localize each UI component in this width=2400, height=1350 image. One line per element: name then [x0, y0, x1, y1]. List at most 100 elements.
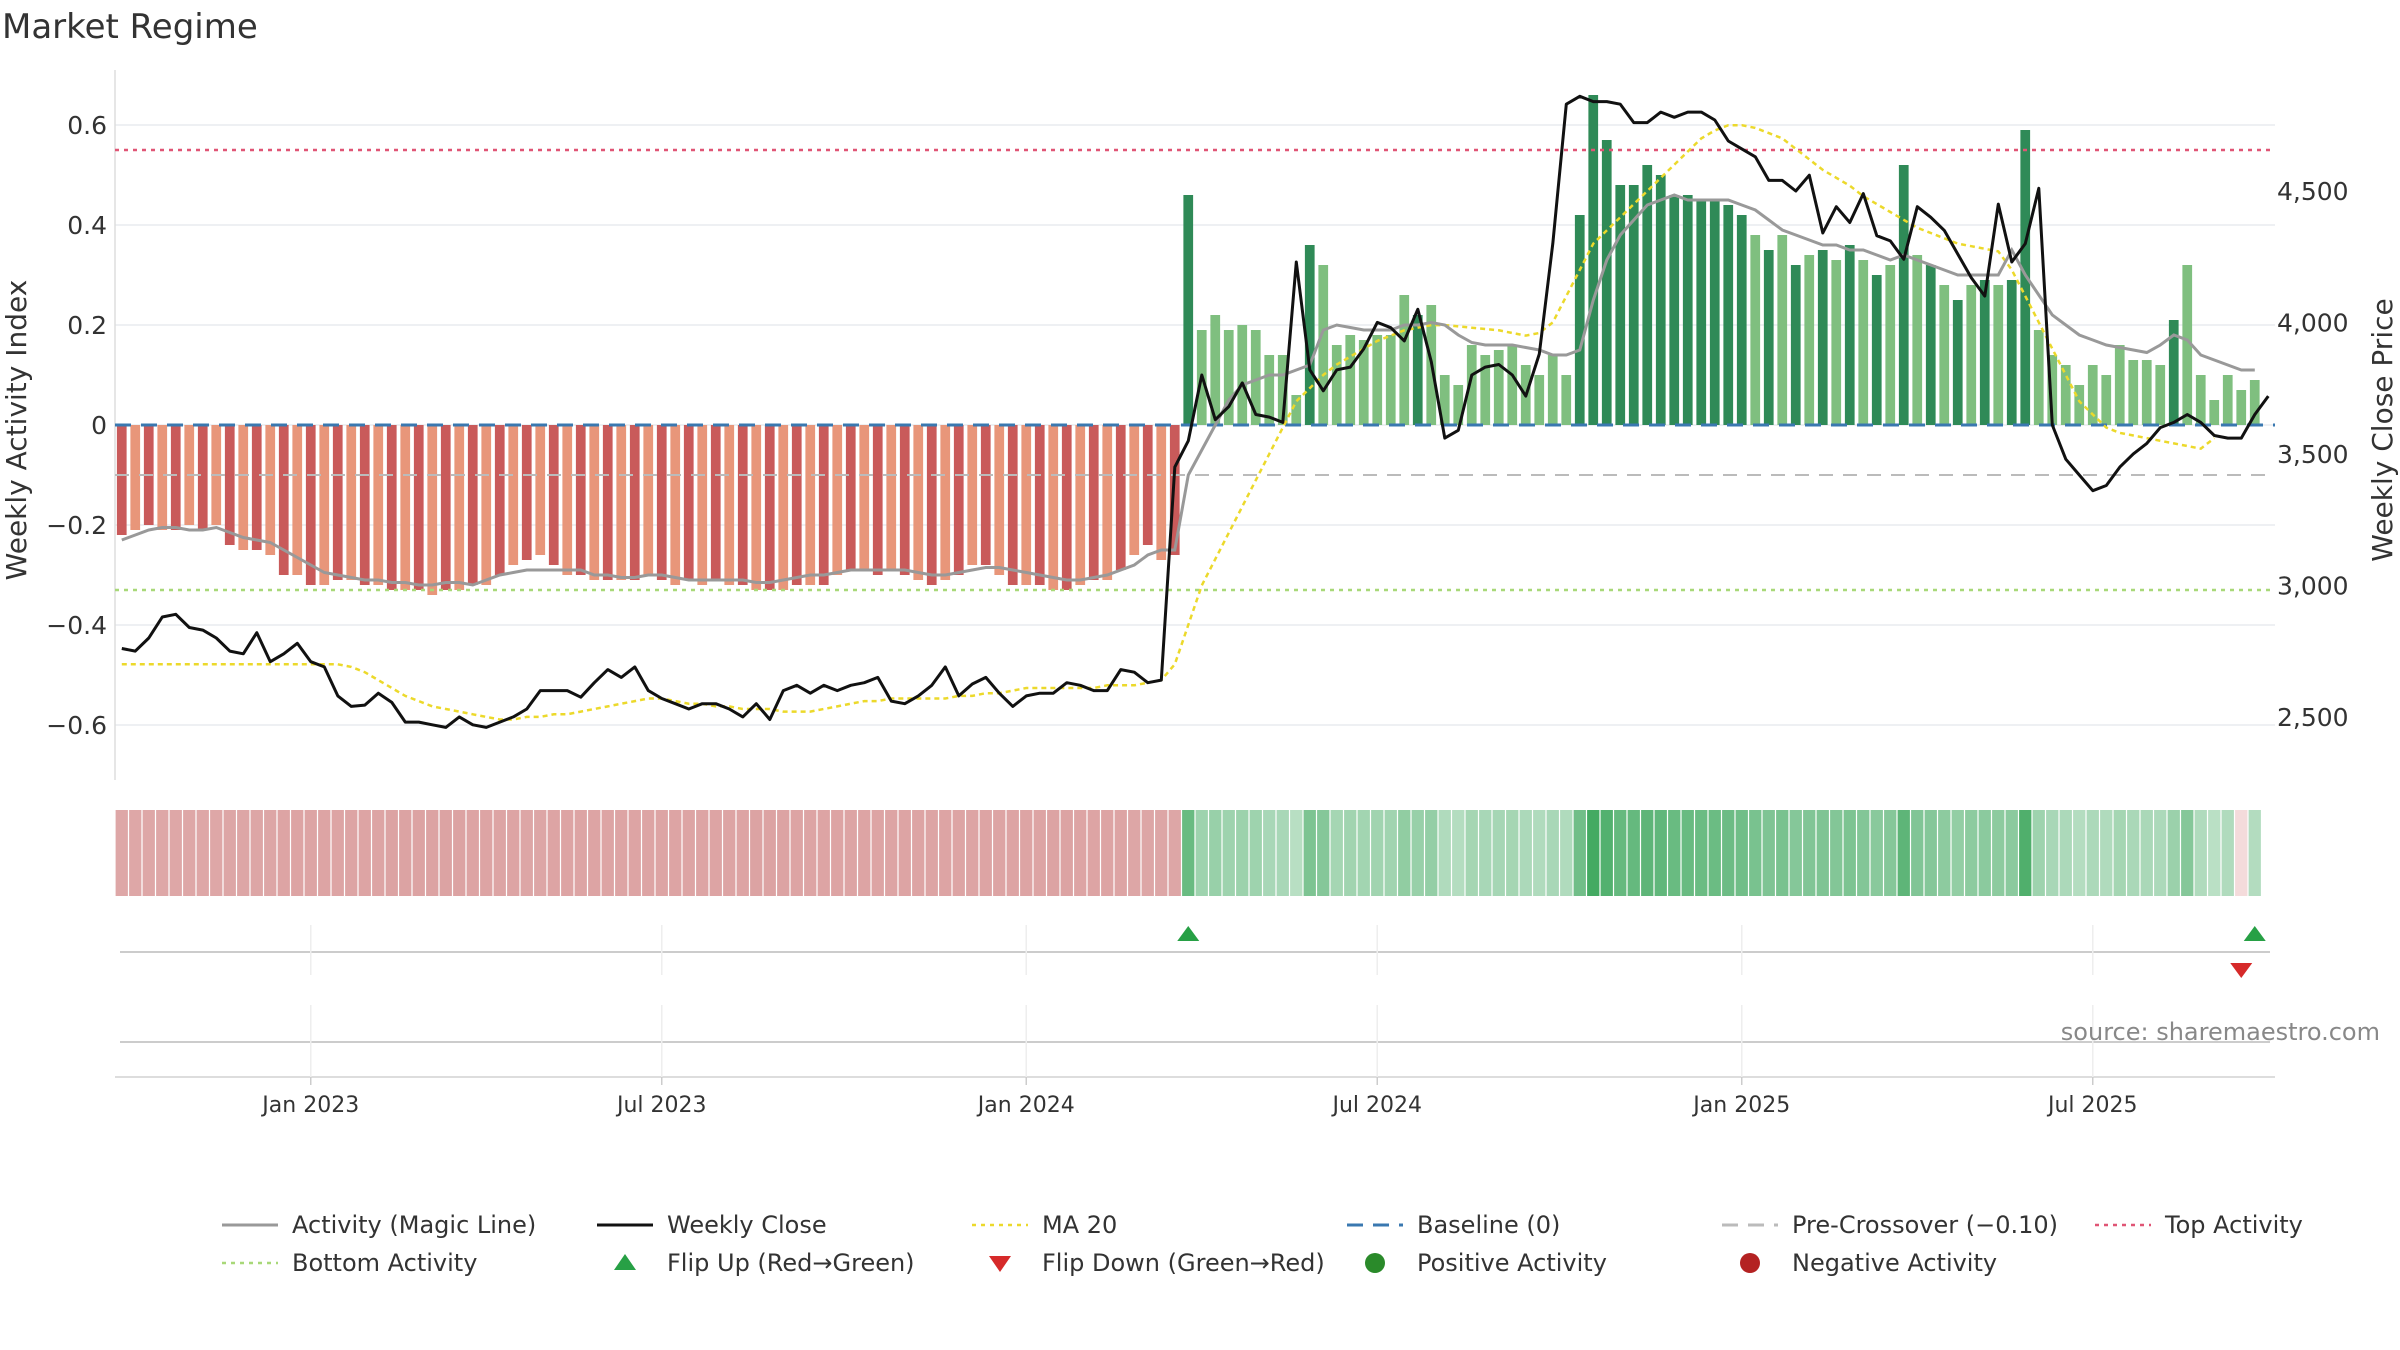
activity-bar [1871, 275, 1882, 425]
legend-item: Bottom Activity [222, 1249, 477, 1277]
regime-cell [1722, 810, 1735, 896]
activity-bar [2006, 280, 2017, 425]
main-axes: 0.6 0.4 0.2 0 −0.2 −0.4 −0.6 4,500 4,000 3,500 3,0… [46, 70, 2349, 780]
activity-bar [2249, 380, 2260, 425]
regime-cell [1951, 810, 1964, 896]
regime-cell [1978, 810, 1991, 896]
regime-cell [1816, 810, 1829, 896]
x-tick-label: Jul 2023 [615, 1093, 707, 1118]
activity-bar [1034, 425, 1045, 585]
legend-label: MA 20 [1042, 1211, 1117, 1239]
regime-cell [1222, 810, 1235, 896]
activity-bar [2168, 320, 2179, 425]
activity-bar [265, 425, 276, 555]
y2-tick-label: 3,500 [2277, 440, 2349, 469]
activity-bar [521, 425, 532, 560]
activity-bar [1750, 235, 1761, 425]
regime-cell [669, 810, 682, 896]
activity-bar [481, 425, 492, 585]
y-tick-label: 0.2 [67, 311, 107, 340]
activity-bar [224, 425, 235, 545]
activity-bar [2182, 265, 2193, 425]
activity-bar [818, 425, 829, 585]
activity-bar [1912, 255, 1923, 425]
regime-cell [156, 810, 169, 896]
legend-swatch [1740, 1253, 1760, 1273]
regime-cell [1533, 810, 1546, 896]
regime-cell [939, 810, 952, 896]
regime-cell [750, 810, 763, 896]
activity-bar [1318, 265, 1329, 425]
main-panel: 0.6 0.4 0.2 0 −0.2 −0.4 −0.6 4,500 4,000 3,500 3,0… [0, 70, 2399, 780]
activity-bar [305, 425, 316, 585]
regime-cell [858, 810, 871, 896]
regime-cell [439, 810, 452, 896]
regime-cell [1290, 810, 1303, 896]
regime-cell [2032, 810, 2045, 896]
regime-cell [264, 810, 277, 896]
legend-item: Top Activity [2095, 1211, 2303, 1239]
y-tick-label: −0.4 [46, 611, 107, 640]
regime-cell [1830, 810, 1843, 896]
regime-cell [318, 810, 331, 896]
activity-bar [1682, 195, 1693, 425]
regime-cell [601, 810, 614, 896]
activity-bar [535, 425, 546, 555]
activity-bar [157, 425, 168, 530]
regime-cell [412, 810, 425, 896]
regime-cell [1938, 810, 1951, 896]
regime-cell [709, 810, 722, 896]
activity-bar [467, 425, 478, 585]
activity-bar [1723, 205, 1734, 425]
activity-bar [346, 425, 357, 580]
regime-cell [979, 810, 992, 896]
activity-bar [170, 425, 181, 530]
regime-cell [1519, 810, 1532, 896]
regime-cell [1965, 810, 1978, 896]
regime-cell [1627, 810, 1640, 896]
regime-cell [790, 810, 803, 896]
y-tick-label: 0 [91, 411, 107, 440]
legend-label: Pre-Crossover (−0.10) [1792, 1211, 2058, 1239]
regime-cell [844, 810, 857, 896]
activity-bar [2060, 365, 2071, 425]
activity-bar [1088, 425, 1099, 580]
regime-cell [169, 810, 182, 896]
legend-label: Top Activity [2164, 1211, 2303, 1239]
activity-bar [2074, 385, 2085, 425]
regime-cell [210, 810, 223, 896]
regime-cell [1411, 810, 1424, 896]
activity-bar [1493, 350, 1504, 425]
y2-axis-label: Weekly Close Price [2366, 298, 2399, 561]
regime-cell [925, 810, 938, 896]
activity-bar [2141, 360, 2152, 425]
regime-cell [385, 810, 398, 896]
regime-cell [1303, 810, 1316, 896]
regime-cell [277, 810, 290, 896]
regime-cell [1384, 810, 1397, 896]
regime-cell [1762, 810, 1775, 896]
regime-cell [885, 810, 898, 896]
activity-bar [1615, 185, 1626, 425]
activity-bar [251, 425, 262, 550]
activity-bar [1777, 235, 1788, 425]
regime-cell [1006, 810, 1019, 896]
regime-cell [372, 810, 385, 896]
y2-tick-label: 4,000 [2277, 308, 2349, 337]
flip-down-marker [2230, 963, 2253, 978]
activity-bar [940, 425, 951, 580]
regime-cell [1263, 810, 1276, 896]
activity-bar [778, 425, 789, 590]
activity-bar [1007, 425, 1018, 585]
activity-bar [1952, 300, 1963, 425]
regime-cell [2221, 810, 2234, 896]
activity-bar [913, 425, 924, 580]
activity-bar [1709, 200, 1720, 425]
activity-bar [427, 425, 438, 595]
legend-item: MA 20 [972, 1211, 1117, 1239]
activity-bar [845, 425, 856, 570]
regime-cell [1708, 810, 1721, 896]
regime-cell [2127, 810, 2140, 896]
activity-bar [724, 425, 735, 585]
activity-bar [589, 425, 600, 580]
